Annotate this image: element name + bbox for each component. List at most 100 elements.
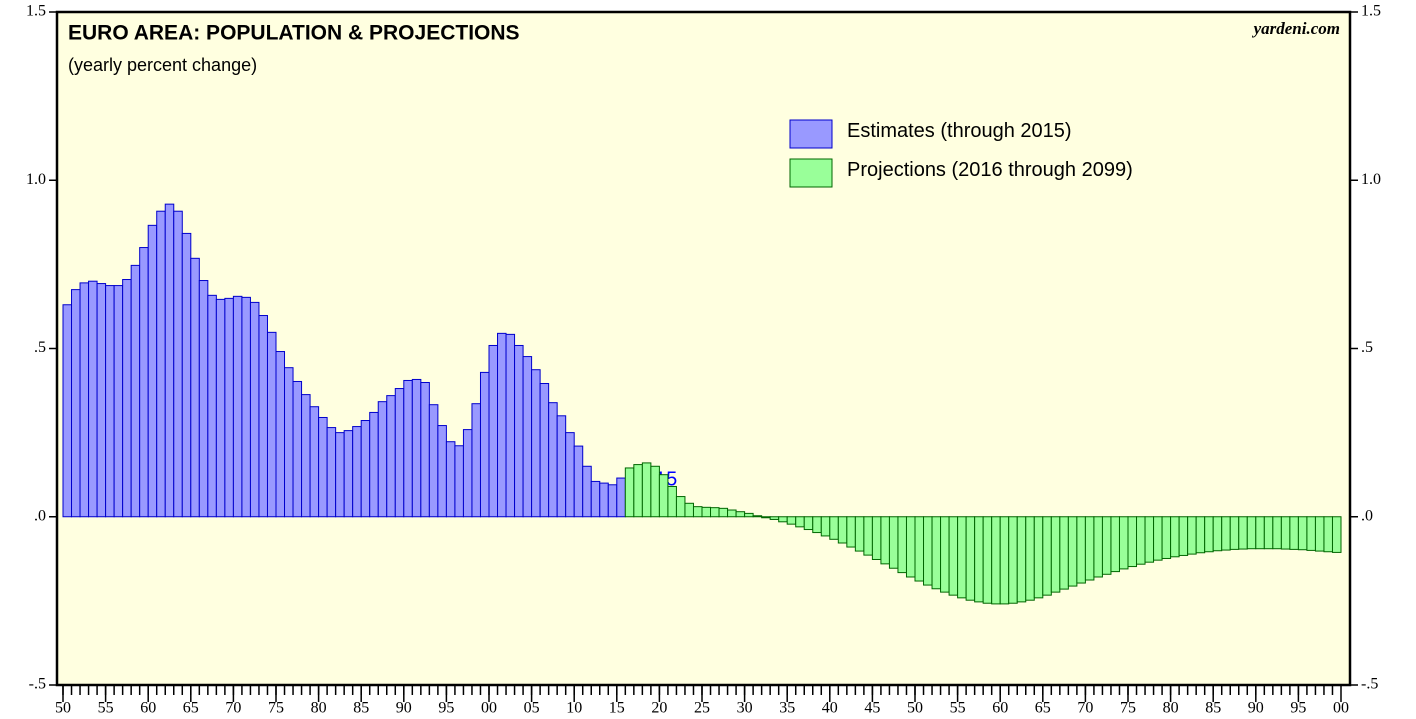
x-tick-label: 85	[1205, 700, 1221, 717]
bar	[667, 485, 677, 518]
bar	[897, 516, 907, 574]
bar	[1229, 516, 1240, 550]
bar	[1331, 516, 1342, 553]
bar	[198, 280, 209, 518]
bar	[1076, 516, 1086, 584]
bar	[454, 445, 464, 518]
bar	[394, 388, 405, 518]
bar	[599, 482, 609, 518]
y-tick-label: .5	[34, 339, 46, 356]
bar	[923, 516, 933, 586]
bar	[1187, 516, 1197, 555]
bar	[795, 516, 805, 528]
bar	[803, 516, 814, 531]
x-tick-label: 65	[1035, 700, 1051, 717]
bar	[658, 474, 669, 518]
bar	[931, 516, 942, 590]
bar	[624, 467, 635, 518]
bar	[505, 333, 516, 518]
bar	[335, 432, 345, 518]
x-tick-label: 70	[1077, 700, 1093, 717]
bar	[428, 404, 439, 518]
bar	[573, 445, 584, 518]
bar	[888, 516, 899, 569]
x-tick-label: 20	[651, 700, 667, 717]
bar	[761, 516, 771, 519]
bar	[1195, 516, 1206, 554]
bar	[190, 257, 200, 518]
x-tick-label: 60	[992, 700, 1008, 717]
bar	[1221, 516, 1231, 551]
bar	[471, 403, 481, 518]
bar	[837, 516, 848, 544]
bar	[343, 430, 354, 518]
bar	[62, 304, 73, 518]
bar	[105, 285, 115, 518]
bar	[854, 516, 865, 552]
bar	[1110, 516, 1120, 573]
bar	[1170, 516, 1180, 558]
bar	[488, 344, 499, 518]
bar	[96, 283, 107, 518]
bar	[769, 516, 780, 520]
bar	[982, 516, 993, 604]
bar	[846, 516, 856, 548]
bar	[633, 464, 643, 518]
x-tick-label: 30	[737, 700, 753, 717]
y-tick-label: .0	[34, 507, 46, 524]
bar	[1050, 516, 1061, 593]
x-tick-label: 35	[779, 700, 795, 717]
bar	[207, 294, 217, 518]
bar	[215, 298, 226, 518]
bar	[531, 369, 541, 518]
bar	[1212, 516, 1223, 552]
bar	[420, 381, 430, 518]
bar	[701, 506, 712, 518]
bar	[445, 441, 456, 518]
bar	[1067, 516, 1078, 587]
bar	[641, 462, 652, 518]
y-tick-label: 1.5	[26, 3, 46, 20]
bar	[249, 301, 260, 518]
x-tick-label: 85	[353, 700, 369, 717]
bar	[360, 420, 371, 518]
bar	[403, 379, 413, 518]
bar	[164, 203, 175, 518]
x-tick-label: 75	[1120, 700, 1136, 717]
x-tick-label: 55	[98, 700, 114, 717]
bar	[284, 367, 294, 518]
bar	[565, 432, 575, 518]
bar	[710, 507, 720, 518]
bar	[437, 425, 447, 518]
bar	[1161, 516, 1172, 559]
bar	[1314, 516, 1325, 552]
bar	[1136, 516, 1146, 565]
bar	[590, 480, 601, 518]
bar	[744, 512, 754, 518]
x-tick-label: 90	[396, 700, 412, 717]
bar	[940, 516, 950, 593]
bar	[479, 371, 490, 518]
source: yardeni.com	[1252, 19, 1340, 38]
bar	[232, 295, 243, 518]
x-tick-label: 95	[1290, 700, 1306, 717]
bar	[369, 411, 379, 518]
bar	[497, 332, 507, 518]
bar	[275, 351, 286, 518]
bar	[965, 516, 976, 601]
bar	[948, 516, 959, 596]
x-tick-label: 00	[1333, 700, 1349, 717]
x-tick-label: 70	[225, 700, 241, 717]
legend-label: Projections (2016 through 2099)	[847, 159, 1133, 181]
bar	[556, 415, 567, 518]
x-tick-label: 80	[1163, 700, 1179, 717]
bar	[1042, 516, 1052, 596]
bar	[812, 516, 822, 534]
bar	[292, 380, 303, 518]
bar	[309, 406, 320, 518]
bar	[1306, 516, 1316, 551]
bar	[1246, 516, 1257, 550]
x-tick-label: 50	[907, 700, 923, 717]
x-tick-label: 65	[183, 700, 199, 717]
